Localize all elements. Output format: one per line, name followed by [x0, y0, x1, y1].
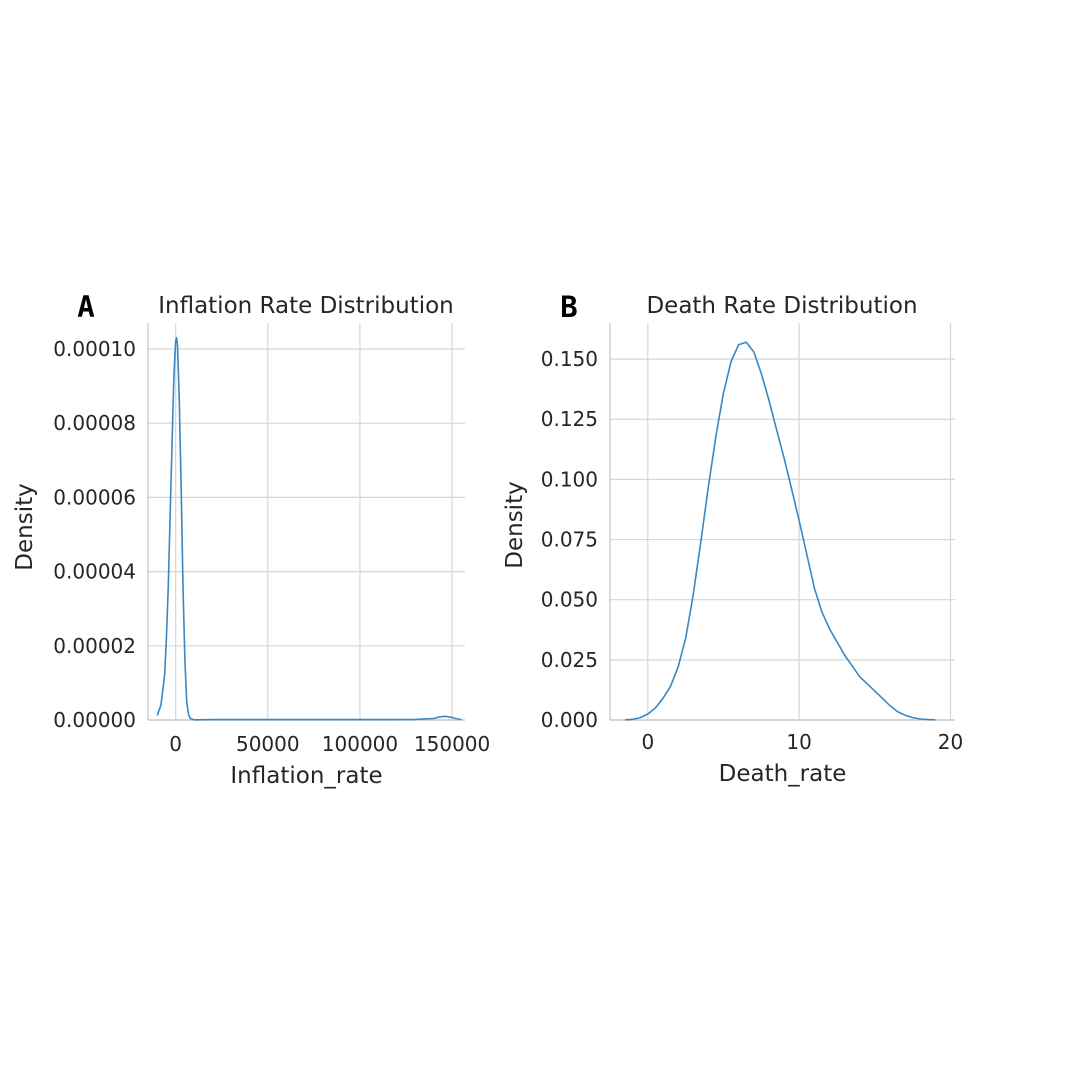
y-tick-label: 0.00002 — [53, 634, 136, 658]
x-tick-label: 10 — [786, 730, 811, 754]
x-tick-label: 150000 — [414, 732, 490, 756]
y-axis-label: Density — [12, 483, 38, 570]
x-tick-label: 0 — [169, 732, 182, 756]
y-tick-label: 0.075 — [541, 528, 598, 552]
panel-b: 0 10 20 0.000 0.025 0.050 0.075 0.100 0.125 0.150… — [502, 290, 963, 787]
y-tick-label: 0.00000 — [53, 708, 136, 732]
y-tick-label: 0.050 — [541, 588, 598, 612]
y-axis-label: Density — [502, 481, 528, 568]
y-tick-label: 0.00010 — [53, 337, 136, 361]
y-tick-label: 0.125 — [541, 407, 598, 431]
chart-title: Death Rate Distribution — [646, 293, 917, 319]
x-axis-label: Death_rate — [719, 761, 847, 787]
y-tick-label: 0.025 — [541, 648, 598, 672]
density-curve — [156, 337, 462, 721]
y-tick-label: 0.150 — [541, 347, 598, 371]
chart-title: Inflation Rate Distribution — [158, 293, 454, 319]
x-tick-label: 50000 — [236, 732, 300, 756]
x-tick-label: 100000 — [322, 732, 398, 756]
x-tick-label: 20 — [938, 730, 963, 754]
x-axis-label: Inflation_rate — [230, 763, 382, 789]
density-curve — [625, 341, 936, 721]
y-tick-label: 0.00008 — [53, 411, 136, 435]
panel-letter: A — [77, 290, 94, 324]
panel-a: 0 50000 100000 150000 0.00000 0.00002 0.00004 0… — [12, 290, 490, 789]
y-tick-label: 0.100 — [541, 467, 598, 491]
y-tick-label: 0.00006 — [53, 485, 136, 509]
y-tick-label: 0.00004 — [53, 560, 136, 584]
x-tick-label: 0 — [641, 730, 654, 754]
y-tick-label: 0.000 — [541, 708, 598, 732]
panel-letter: B — [560, 290, 577, 324]
